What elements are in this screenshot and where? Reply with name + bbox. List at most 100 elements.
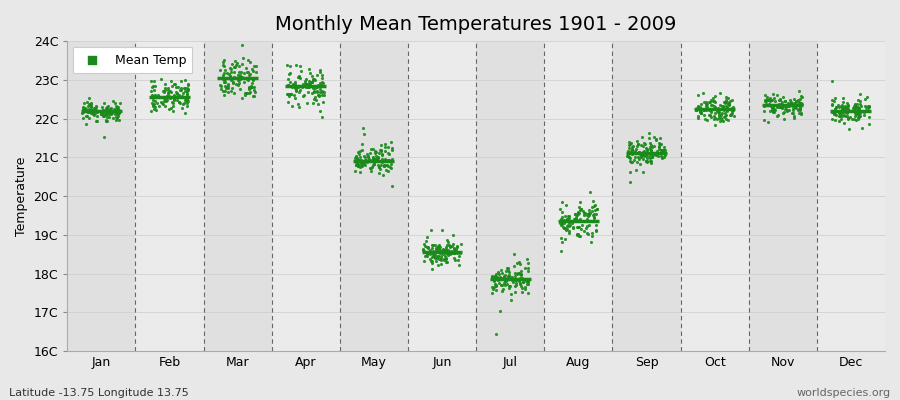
Point xyxy=(112,100,127,106)
Point xyxy=(89,118,104,124)
Point xyxy=(572,199,587,206)
Point xyxy=(453,250,467,256)
Point xyxy=(308,76,322,83)
Point xyxy=(775,104,789,110)
Point xyxy=(849,110,863,117)
Point xyxy=(712,111,726,118)
Point xyxy=(97,109,112,115)
Point xyxy=(280,90,294,97)
Point xyxy=(419,234,434,240)
Point xyxy=(155,100,169,106)
Point xyxy=(302,84,316,90)
Point xyxy=(96,106,111,113)
Point xyxy=(558,225,572,232)
Point xyxy=(765,97,779,104)
Point xyxy=(504,297,518,304)
Point xyxy=(719,116,733,123)
Point xyxy=(109,116,123,123)
Point xyxy=(282,93,296,99)
Point xyxy=(795,94,809,100)
Point xyxy=(242,85,256,91)
Point xyxy=(486,284,500,290)
Point xyxy=(628,146,643,152)
Point xyxy=(365,164,380,170)
Point xyxy=(420,250,435,256)
Point xyxy=(793,100,807,106)
Point xyxy=(502,282,517,289)
Point xyxy=(724,108,739,114)
Point xyxy=(292,89,306,95)
Point xyxy=(417,248,431,254)
Point xyxy=(427,242,441,248)
Point xyxy=(427,251,441,257)
Point xyxy=(716,114,731,120)
Point xyxy=(624,169,638,175)
Point xyxy=(372,150,386,156)
Point xyxy=(306,88,320,94)
Point xyxy=(858,103,872,109)
Point xyxy=(644,155,658,161)
Point xyxy=(349,162,364,168)
Point xyxy=(158,97,172,104)
Point xyxy=(306,77,320,84)
Point xyxy=(111,112,125,119)
Point xyxy=(237,79,251,86)
Point xyxy=(112,117,126,124)
Point xyxy=(780,100,795,106)
Point xyxy=(216,72,230,78)
Point xyxy=(94,111,109,118)
Point xyxy=(299,76,313,83)
Point xyxy=(707,110,722,116)
Point xyxy=(231,63,246,69)
Point xyxy=(223,73,238,79)
Point xyxy=(108,110,122,117)
Point xyxy=(851,114,866,121)
Point xyxy=(583,238,598,245)
Point xyxy=(214,86,229,92)
Point xyxy=(96,100,111,106)
Point xyxy=(82,115,96,121)
Point xyxy=(352,158,366,164)
Point xyxy=(158,84,172,91)
Point xyxy=(575,222,590,228)
Point xyxy=(554,218,569,224)
Point xyxy=(382,156,396,163)
Point xyxy=(832,110,847,116)
Point xyxy=(446,245,461,252)
Point xyxy=(292,104,306,110)
Point xyxy=(511,270,526,276)
Point xyxy=(627,157,642,163)
Point xyxy=(357,131,372,137)
Point xyxy=(374,158,389,164)
Point xyxy=(431,253,446,260)
Point xyxy=(234,74,248,80)
Point xyxy=(220,83,235,89)
Point xyxy=(291,84,305,91)
Point xyxy=(629,142,643,149)
Point xyxy=(419,252,434,259)
Point xyxy=(508,289,523,296)
Point xyxy=(644,146,658,152)
Point xyxy=(774,102,788,109)
Point xyxy=(290,84,304,90)
Point xyxy=(424,258,438,264)
Point xyxy=(441,239,455,245)
Point xyxy=(177,100,192,106)
Point xyxy=(315,114,329,120)
Point xyxy=(717,98,732,105)
Point xyxy=(315,88,329,94)
Point xyxy=(852,106,867,112)
Point xyxy=(374,150,389,157)
Point xyxy=(368,148,382,154)
Point xyxy=(840,110,854,116)
Point xyxy=(636,148,651,154)
Point xyxy=(644,153,659,160)
Point xyxy=(235,61,249,67)
Point xyxy=(509,276,524,283)
Point xyxy=(485,276,500,282)
Point xyxy=(624,148,638,154)
Point xyxy=(569,216,583,222)
Point xyxy=(289,85,303,92)
Point xyxy=(510,270,525,277)
Point xyxy=(430,244,445,251)
